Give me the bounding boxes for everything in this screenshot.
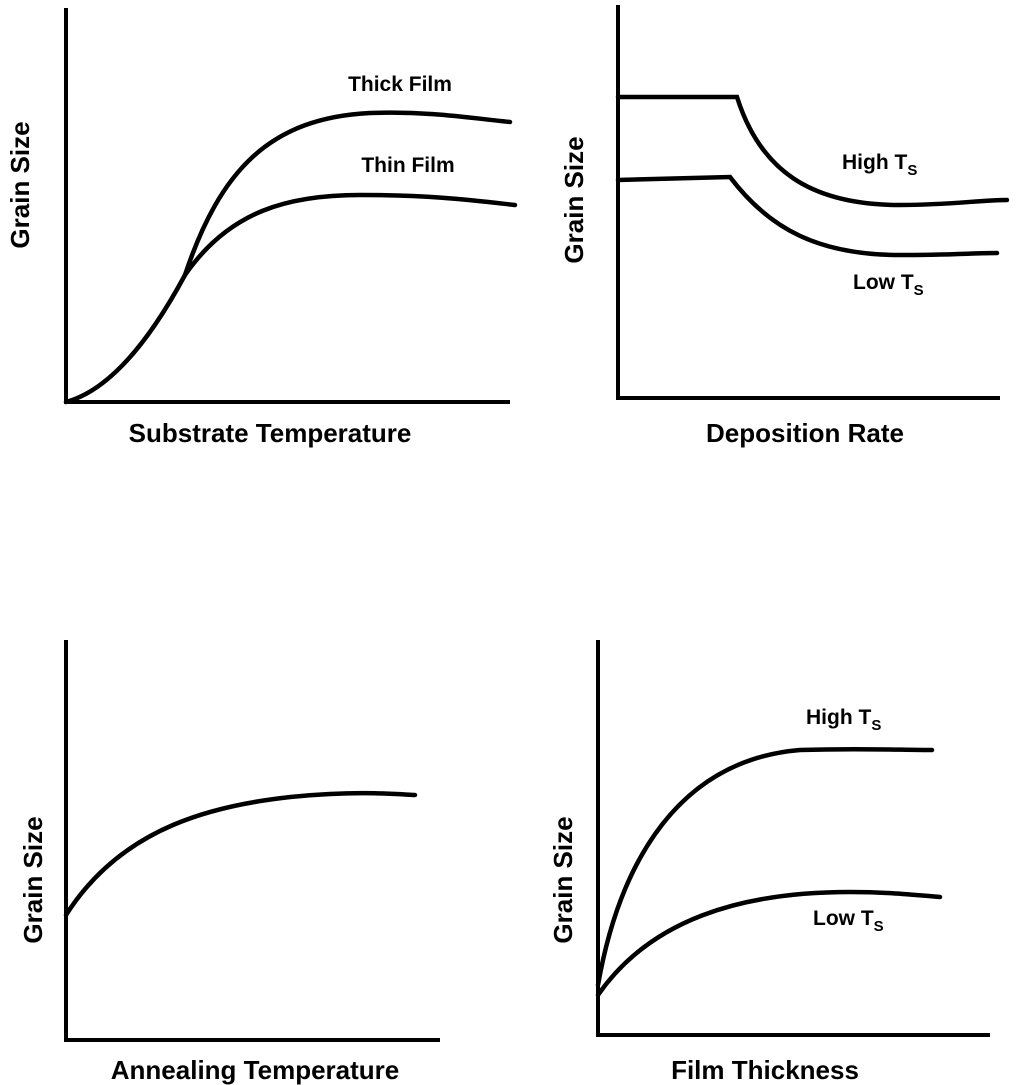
label-text: High T [806, 706, 871, 729]
label-subscript: S [871, 717, 881, 734]
y-axis-label: Grain Size [18, 816, 48, 943]
curve-label: Low TS [813, 907, 884, 935]
curve [595, 889, 943, 998]
panel: Annealing Temperature Grain Size [18, 640, 440, 1085]
y-axis-label: Grain Size [5, 121, 35, 248]
curve-label: Thin Film [361, 154, 454, 177]
axes [616, 5, 1000, 400]
curve [63, 790, 418, 918]
label-subscript: S [907, 162, 917, 179]
curve-label: Low TS [853, 271, 924, 299]
curve [595, 746, 935, 988]
panel: High TS Low TS Film Thickness Grain Size [548, 640, 990, 1085]
label-text: High T [842, 151, 907, 174]
curve-label: High TS [842, 151, 917, 179]
y-axis-label: Grain Size [559, 136, 589, 263]
x-axis-label: Annealing Temperature [111, 1055, 399, 1085]
axes [596, 640, 990, 1037]
curve-label: Thick Film [348, 73, 452, 96]
label-text: Low T [813, 907, 874, 930]
label-text: Low T [853, 271, 914, 294]
label-subscript: S [874, 918, 884, 935]
x-axis-label: Deposition Rate [706, 418, 904, 448]
axes [64, 640, 440, 1042]
x-axis-label: Substrate Temperature [129, 418, 412, 448]
label-subscript: S [914, 282, 924, 299]
y-axis-label: Grain Size [548, 816, 578, 943]
curve [615, 94, 1010, 208]
curve [182, 192, 518, 278]
curve [63, 110, 513, 405]
axes [64, 8, 510, 404]
panel: High TS Low TS Deposition Rate Grain Siz… [559, 5, 1010, 448]
panel: Thick Film Thin Film Substrate Temperatu… [5, 8, 518, 448]
x-axis-label: Film Thickness [671, 1055, 859, 1085]
curve-label: High TS [806, 706, 881, 734]
curve [615, 174, 1000, 258]
